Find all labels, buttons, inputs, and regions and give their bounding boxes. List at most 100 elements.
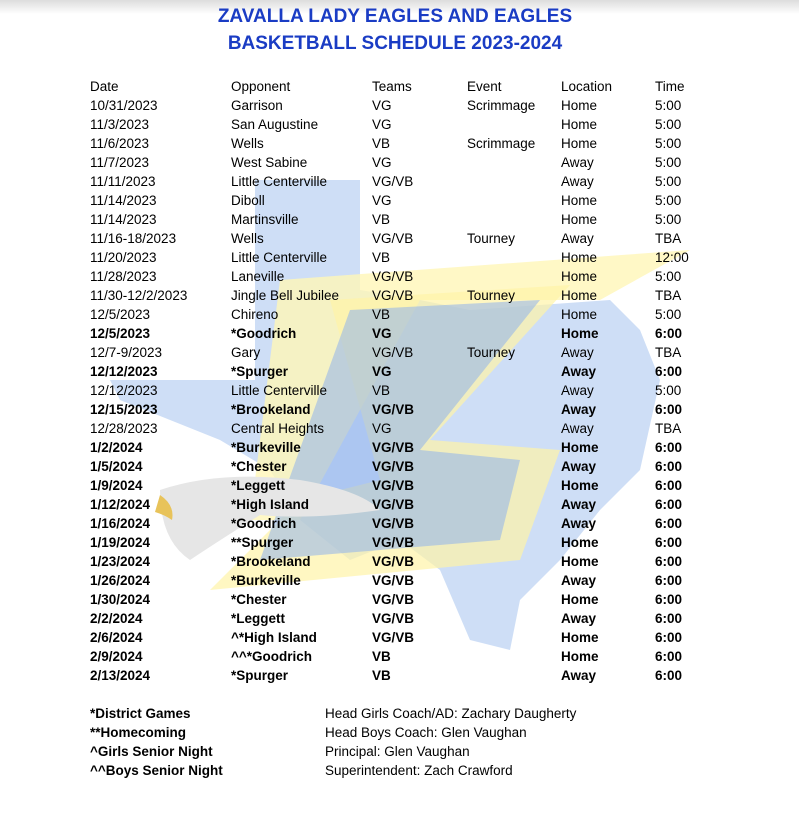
table-cell: VG <box>372 364 392 379</box>
table-cell: Little Centerville <box>231 383 328 398</box>
table-cell: *Spurger <box>231 364 289 379</box>
table-cell: ^*High Island <box>231 630 317 645</box>
table-cell: 6:00 <box>655 554 683 569</box>
table-cell: 6:00 <box>655 649 683 664</box>
table-cell: VG <box>372 193 392 208</box>
table-cell: Scrimmage <box>467 98 536 113</box>
table-cell: 1/5/2024 <box>90 459 143 474</box>
table-cell: 11/11/2023 <box>90 174 156 189</box>
table-cell: Wells <box>231 136 264 151</box>
table-cell: Tourney <box>467 345 516 360</box>
table-cell: Home <box>561 478 599 493</box>
table-cell: VB <box>372 250 391 265</box>
table-cell: VB <box>372 136 391 151</box>
table-cell: *Goodrich <box>231 516 297 531</box>
table-cell: Home <box>561 193 598 208</box>
table-cell: Away <box>561 402 597 417</box>
table-cell: Tourney <box>467 231 516 246</box>
table-cell: Little Centerville <box>231 174 328 189</box>
table-cell: Away <box>561 231 594 246</box>
table-cell: *Brookeland <box>231 554 311 569</box>
table-cell: 6:00 <box>655 326 683 341</box>
table-cell: *Leggett <box>231 478 285 493</box>
table-cell: VG <box>372 326 392 341</box>
table-cell: Home <box>561 269 598 284</box>
table-cell: 1/12/2024 <box>90 497 151 512</box>
table-cell: VG <box>372 421 392 436</box>
table-cell: Garrison <box>231 98 283 113</box>
table-cell: Home <box>561 136 598 151</box>
table-cell: TBA <box>655 288 682 303</box>
table-cell: Chireno <box>231 307 279 322</box>
table-cell: Away <box>561 155 594 170</box>
table-cell: 5:00 <box>655 269 682 284</box>
table-cell: VG/VB <box>372 174 414 189</box>
table-cell: 6:00 <box>655 402 683 417</box>
legend-note: ^^Boys Senior Night <box>90 763 223 778</box>
table-cell: *Burkeville <box>231 573 301 588</box>
table-cell: 1/9/2024 <box>90 478 143 493</box>
table-cell: 5:00 <box>655 307 682 322</box>
table-cell: Away <box>561 459 597 474</box>
table-cell: Gary <box>231 345 261 360</box>
table-cell: VG/VB <box>372 345 414 360</box>
eagle-beak <box>155 495 173 520</box>
table-cell: 2/2/2024 <box>90 611 143 626</box>
legend-note: **Homecoming <box>90 725 187 740</box>
table-cell: Jingle Bell Jubilee <box>231 288 340 303</box>
table-cell: Little Centerville <box>231 250 328 265</box>
table-cell: 11/14/2023 <box>90 212 157 227</box>
table-cell: 6:00 <box>655 592 683 607</box>
column-header: Date <box>90 79 119 94</box>
table-cell: Home <box>561 307 598 322</box>
table-cell: 1/23/2024 <box>90 554 151 569</box>
legend-note: *District Games <box>90 706 191 721</box>
table-cell: *Leggett <box>231 611 285 626</box>
table-cell: 5:00 <box>655 383 682 398</box>
table-cell: Home <box>561 440 599 455</box>
page-shadow <box>0 0 799 14</box>
table-cell: Home <box>561 117 598 132</box>
table-cell: *Brookeland <box>231 402 311 417</box>
table-cell: VG/VB <box>372 554 415 569</box>
table-cell: VB <box>372 212 391 227</box>
table-cell: Home <box>561 326 599 341</box>
table-cell: 6:00 <box>655 573 683 588</box>
table-cell: 5:00 <box>655 193 682 208</box>
table-cell: 12/5/2023 <box>90 326 151 341</box>
table-cell: 5:00 <box>655 174 682 189</box>
table-cell: 11/7/2023 <box>90 155 150 170</box>
column-header: Time <box>655 79 685 94</box>
table-cell: VG/VB <box>372 630 415 645</box>
table-cell: 6:00 <box>655 440 683 455</box>
table-cell: 6:00 <box>655 497 683 512</box>
table-cell: VG/VB <box>372 573 415 588</box>
table-cell: Home <box>561 592 599 607</box>
table-cell: TBA <box>655 231 682 246</box>
eagle <box>160 476 380 560</box>
table-cell: 12/12/2023 <box>90 383 158 398</box>
table-cell: 5:00 <box>655 98 682 113</box>
table-cell: 11/28/2023 <box>90 269 157 284</box>
table-cell: *Goodrich <box>231 326 297 341</box>
table-cell: Home <box>561 630 599 645</box>
table-cell: VG/VB <box>372 611 415 626</box>
table-cell: Away <box>561 421 594 436</box>
table-cell: Scrimmage <box>467 136 536 151</box>
table-cell: VB <box>372 307 391 322</box>
table-cell: *Chester <box>231 459 287 474</box>
table-cell: VG/VB <box>372 440 415 455</box>
table-cell: 1/19/2024 <box>90 535 151 550</box>
table-cell: 6:00 <box>655 478 683 493</box>
table-cell: VG/VB <box>372 288 414 303</box>
table-cell: 12/5/2023 <box>90 307 151 322</box>
table-cell: VB <box>372 668 391 683</box>
table-cell: VG/VB <box>372 402 415 417</box>
table-cell: Away <box>561 364 597 379</box>
column-header: Event <box>467 79 502 94</box>
table-cell: Home <box>561 649 599 664</box>
table-cell: *Chester <box>231 592 287 607</box>
column-header: Teams <box>372 79 412 94</box>
table-cell: TBA <box>655 421 682 436</box>
